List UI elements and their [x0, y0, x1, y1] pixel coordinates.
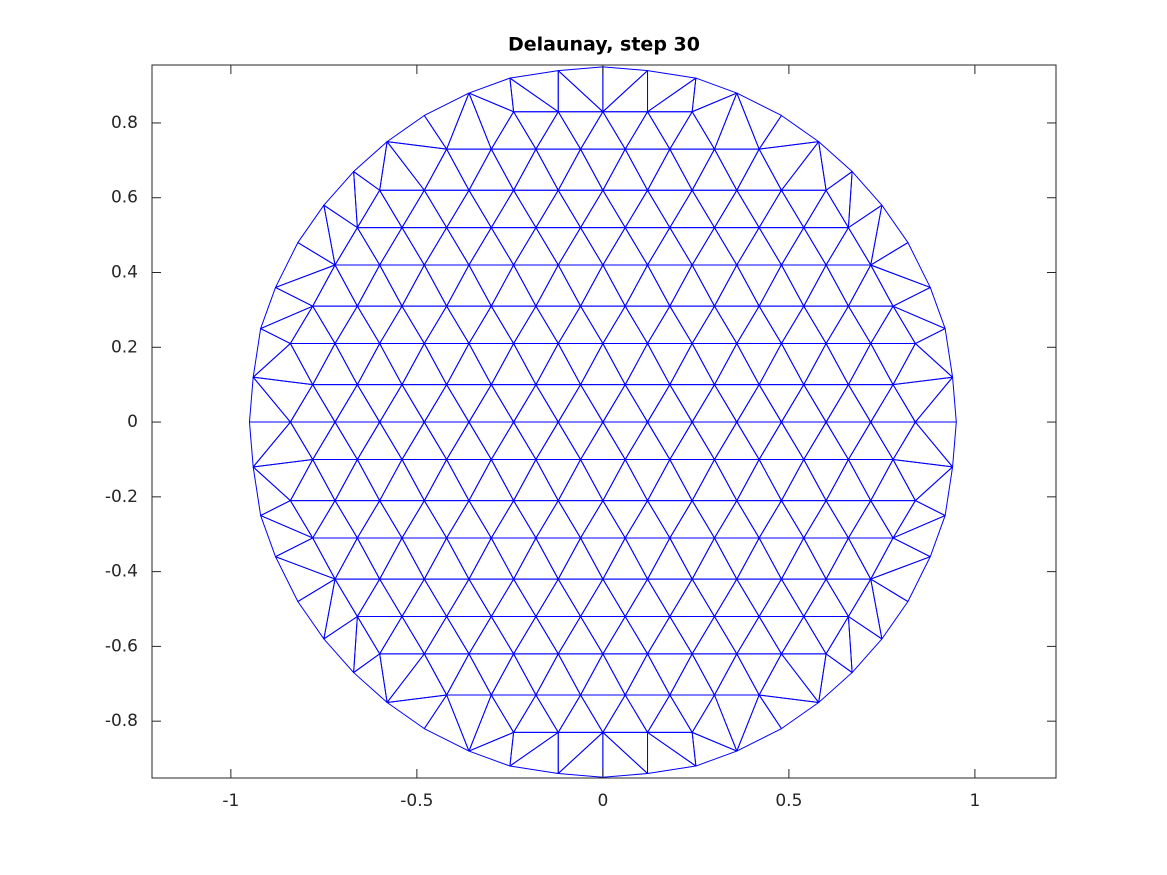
mesh-triangle	[914, 466, 954, 517]
mesh-triangle	[602, 731, 649, 778]
mesh-triangle	[914, 328, 954, 378]
mesh-triangle	[386, 114, 448, 150]
mesh-triangle	[818, 141, 853, 191]
mesh-triangle	[353, 653, 388, 703]
mesh-triangle	[468, 77, 515, 113]
mesh-triangle	[468, 731, 515, 767]
x-tick-label: 0	[597, 791, 608, 811]
mesh-triangle	[847, 171, 883, 229]
mesh-triangle	[323, 171, 358, 229]
chart-title: Delaunay, step 30	[508, 34, 700, 56]
mesh-triangle	[691, 731, 738, 767]
x-tick-label: 0.5	[775, 791, 802, 811]
y-tick-label: -0.2	[105, 487, 138, 507]
y-tick-label: 0.4	[111, 263, 138, 283]
x-tick-label: -1	[222, 791, 239, 811]
mesh-triangle	[252, 466, 291, 517]
mesh-triangle	[736, 92, 782, 150]
y-tick-label: 0.6	[111, 188, 138, 208]
mesh-triangle	[691, 77, 738, 113]
mesh-triangle	[647, 70, 697, 113]
mesh-triangle	[252, 328, 291, 378]
axes-box	[151, 64, 1057, 779]
mesh-triangle	[647, 731, 697, 775]
x-tick-label: -0.5	[400, 791, 433, 811]
y-tick-label: 0	[127, 412, 138, 432]
mesh-triangle	[509, 731, 559, 775]
mesh-triangle	[914, 421, 957, 468]
x-tick-label: 1	[969, 791, 980, 811]
mesh-triangle	[423, 694, 470, 752]
y-tick-label: 0.8	[111, 113, 138, 133]
y-tick-label: 0.2	[111, 337, 138, 357]
mesh-triangle	[275, 242, 336, 288]
mesh-triangle	[758, 694, 820, 730]
mesh-triangle	[509, 70, 559, 113]
mesh-triangle	[870, 204, 909, 266]
mesh-triangle	[818, 653, 853, 703]
mesh-triangle	[323, 615, 358, 674]
mesh-triangle	[353, 141, 388, 191]
mesh-triangle	[557, 66, 604, 113]
y-tick-label: -0.4	[105, 562, 138, 582]
mesh-triangle	[260, 515, 314, 558]
y-tick-label: -0.8	[105, 711, 138, 731]
mesh-triangle	[892, 515, 946, 558]
mesh-triangle	[248, 421, 291, 468]
y-tick-label: -0.6	[105, 636, 138, 656]
mesh-triangle	[870, 556, 931, 603]
mesh-triangle	[297, 578, 336, 640]
mesh-triangle	[260, 286, 314, 330]
mesh-triangle	[892, 286, 946, 330]
mesh-triangle	[847, 615, 883, 674]
